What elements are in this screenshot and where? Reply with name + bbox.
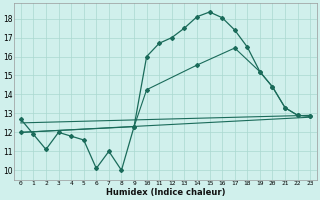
X-axis label: Humidex (Indice chaleur): Humidex (Indice chaleur) [106,188,225,197]
